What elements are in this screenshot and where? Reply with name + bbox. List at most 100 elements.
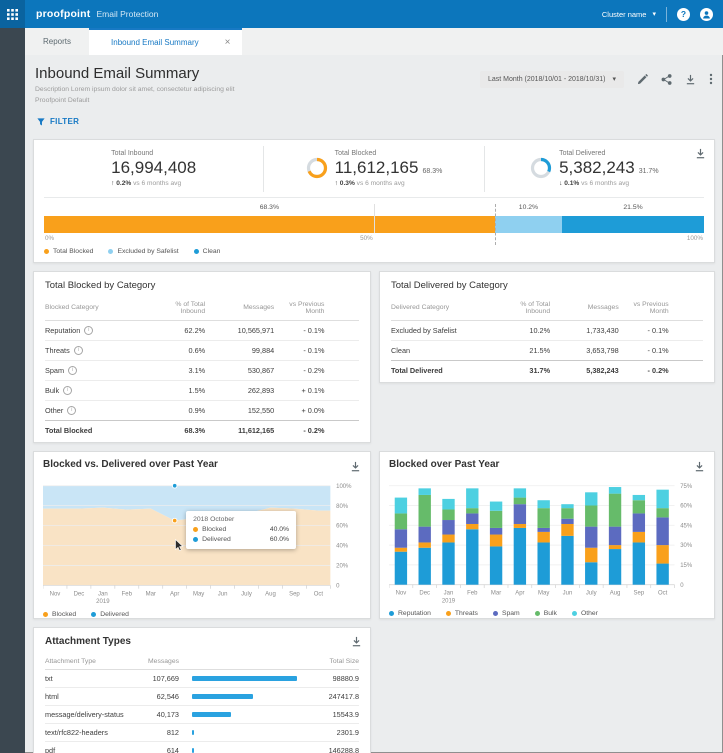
stat-label: Total Inbound xyxy=(111,150,196,157)
column-header: Messages xyxy=(137,658,179,665)
tooltip-title: 2018 October xyxy=(193,516,289,523)
legend-label: Excluded by Safelist xyxy=(117,248,178,255)
column-header: Blocked Category xyxy=(45,304,152,311)
legend-dot xyxy=(43,612,48,617)
distribution-legend: Total BlockedExcluded by SafelistClean xyxy=(44,248,704,255)
legend-label: Delivered xyxy=(100,611,129,618)
svg-text:Oct: Oct xyxy=(658,590,668,596)
kebab-menu-icon xyxy=(709,73,713,85)
description-line: Proofpoint Default xyxy=(35,96,234,107)
svg-text:Feb: Feb xyxy=(467,590,478,596)
legend-label: Reputation xyxy=(398,610,431,617)
more-options-button[interactable] xyxy=(709,73,713,85)
table-row: Spami3.1%530,867- 0.2% xyxy=(45,361,359,381)
cell-percent: 68.3% xyxy=(152,426,205,435)
cluster-selector[interactable]: Cluster name ▾ xyxy=(602,10,656,19)
column-header: vs Previous Month xyxy=(274,301,324,315)
cell-category: Bulki xyxy=(45,386,152,395)
cell-total-size: 247417.8 xyxy=(309,692,359,701)
header-divider xyxy=(666,7,667,22)
message-bar xyxy=(192,730,194,735)
message-bar-track xyxy=(192,676,297,681)
bar-segment-excluded-by-safelist[interactable] xyxy=(495,216,562,233)
delivered-by-category-table: Delivered Category% of Total InboundMess… xyxy=(391,298,703,380)
cell-category: Total Blocked xyxy=(45,426,152,435)
tab-reports[interactable]: Reports xyxy=(25,28,89,55)
column-header: Messages xyxy=(550,304,619,311)
svg-text:75%: 75% xyxy=(680,483,693,489)
download-chart-button[interactable] xyxy=(694,459,705,477)
download-icon xyxy=(685,74,696,85)
column-header: Delivered Category xyxy=(391,304,497,311)
download-chart-button[interactable] xyxy=(350,459,361,477)
cell-vs-previous: - 0.2% xyxy=(274,366,324,375)
account-button[interactable] xyxy=(700,8,713,21)
message-bar-track xyxy=(192,730,297,735)
date-range-value: Last Month (2018/10/01 - 2018/10/31) xyxy=(488,76,606,83)
svg-text:80%: 80% xyxy=(336,503,349,509)
svg-text:0: 0 xyxy=(336,583,340,589)
info-icon[interactable]: i xyxy=(68,366,77,375)
cell-attachment-type: text/rfc822-headers xyxy=(45,728,137,737)
stat-percent: 68.3% xyxy=(422,168,442,175)
info-icon[interactable]: i xyxy=(67,406,76,415)
cell-messages: 262,893 xyxy=(205,386,274,395)
bar-segment-clean[interactable] xyxy=(562,216,704,233)
column-header: vs Previous Month xyxy=(619,301,669,315)
cell-messages: 3,653,798 xyxy=(550,346,619,355)
download-attachments-button[interactable] xyxy=(351,634,362,652)
legend-item: Other xyxy=(572,610,598,617)
column-header: Messages xyxy=(205,304,274,311)
legend-dot xyxy=(108,249,113,254)
bar-segment-total-blocked[interactable] xyxy=(44,216,495,233)
legend-dot xyxy=(91,612,96,617)
table-row: Threatsi0.6%99,884- 0.1% xyxy=(45,341,359,361)
area-chart[interactable]: 2018 October Blocked40.0%Delivered60.0% … xyxy=(43,480,361,607)
delivered-by-category-card: Total Delivered by Category Delivered Ca… xyxy=(379,271,715,383)
edit-button[interactable] xyxy=(637,74,648,85)
legend-item: Spam xyxy=(493,610,520,617)
cell-percent: 1.5% xyxy=(152,386,205,395)
download-report-button[interactable] xyxy=(685,74,696,85)
help-button[interactable]: ? xyxy=(677,8,690,21)
tab-inbound-email-summary[interactable]: Inbound Email Summary × xyxy=(89,28,242,55)
info-icon[interactable]: i xyxy=(63,386,72,395)
legend-label: Other xyxy=(581,610,598,617)
message-bar xyxy=(192,676,297,681)
legend-label: Clean xyxy=(203,248,221,255)
download-icon xyxy=(351,636,362,647)
blocked-over-year-card: Blocked over Past Year 75%60%45%30%15%0N… xyxy=(379,451,715,619)
svg-text:Sep: Sep xyxy=(634,590,645,596)
summary-stats: Total Inbound 16,994,408 ↑ 0.2% vs 6 mon… xyxy=(44,146,704,192)
cell-percent: 0.9% xyxy=(152,406,205,415)
table-header-row: Attachment TypeMessagesTotal Size xyxy=(45,654,359,670)
app-grid-button[interactable] xyxy=(0,0,25,28)
legend-item: Bulk xyxy=(535,610,557,617)
gridline-50 xyxy=(374,204,375,233)
info-icon[interactable]: i xyxy=(84,326,93,335)
info-icon[interactable]: i xyxy=(74,346,83,355)
table-row: message/delivery-status40,17315543.9 xyxy=(45,706,359,724)
download-summary-button[interactable] xyxy=(695,146,706,164)
close-tab-icon[interactable]: × xyxy=(225,38,231,48)
axis-label: 50% xyxy=(360,235,373,242)
mouse-cursor-icon xyxy=(175,539,184,551)
cell-percent: 10.2% xyxy=(497,326,550,335)
cell-vs-previous: - 0.2% xyxy=(274,426,324,435)
table-row: pdf614146288.8 xyxy=(45,742,359,753)
account-icon xyxy=(702,10,711,19)
stat-percent: 31.7% xyxy=(639,168,659,175)
table-row: Bulki1.5%262,893+ 0.1% xyxy=(45,381,359,401)
svg-text:Aug: Aug xyxy=(265,591,276,597)
stacked-bar-chart[interactable]: 75%60%45%30%15%0NovDecJan2019FebMarAprMa… xyxy=(389,480,705,607)
table-header-row: Delivered Category% of Total InboundMess… xyxy=(391,298,703,321)
stat-label: Total Blocked xyxy=(335,150,443,157)
filter-toggle[interactable]: FILTER xyxy=(37,117,79,126)
share-button[interactable] xyxy=(661,74,672,85)
svg-text:20%: 20% xyxy=(336,563,349,569)
legend-dot xyxy=(493,611,498,616)
date-range-select[interactable]: Last Month (2018/10/01 - 2018/10/31) ▾ xyxy=(480,71,624,88)
stat-label: Total Delivered xyxy=(559,150,659,157)
legend-dot xyxy=(193,527,198,532)
svg-text:2019: 2019 xyxy=(96,599,110,605)
